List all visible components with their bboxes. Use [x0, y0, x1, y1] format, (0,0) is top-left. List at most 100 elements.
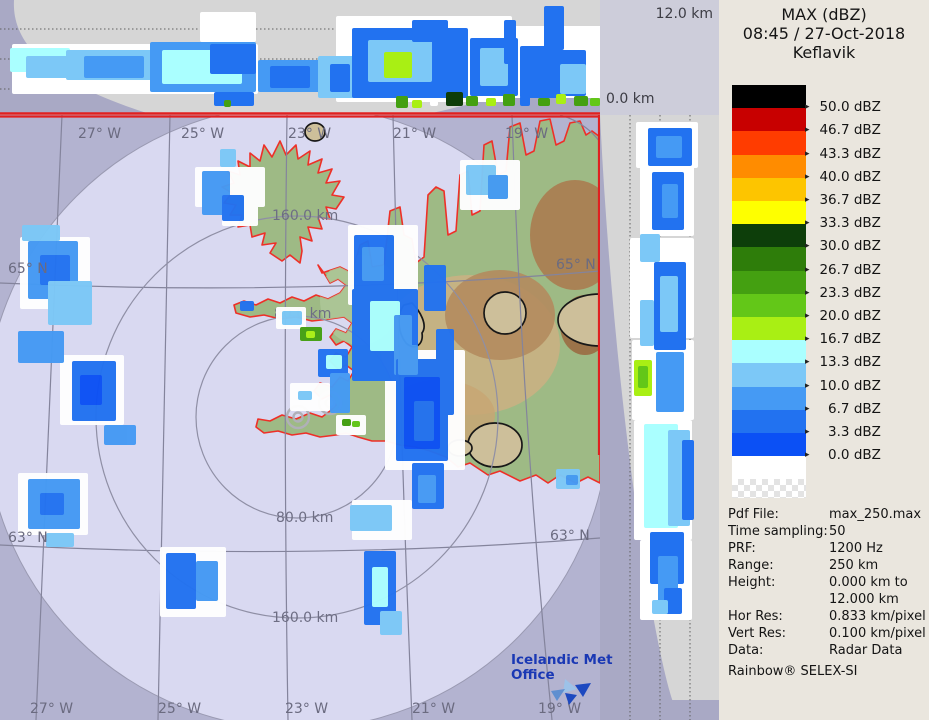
- longitude-label-top: 19° W: [505, 126, 549, 142]
- scale-arrow-icon: ▸: [805, 218, 810, 229]
- color-scale-block: [732, 131, 806, 155]
- icelandic-met-office-logo: Icelandic Met Office: [511, 652, 621, 705]
- product-header: MAX (dBZ) 08:45 / 27-Oct-2018 Keflavik: [719, 5, 929, 62]
- metadata-label: PRF:: [728, 541, 756, 556]
- scale-arrow-icon: ▸: [805, 102, 810, 113]
- corner-axis-box: 12.0 km 0.0 km: [600, 0, 719, 115]
- logo-pinwheel-icon: [551, 679, 591, 705]
- scale-arrow-icon: ▸: [805, 403, 810, 414]
- color-scale-label: ▸ 23.3 dBZ: [805, 284, 881, 301]
- latitude-label: 63° N: [550, 528, 590, 544]
- color-scale-block: [732, 270, 806, 294]
- metadata-row: PRF: 1200 Hz: [728, 540, 924, 557]
- scale-arrow-icon: ▸: [805, 125, 810, 136]
- right-cross-section-panel: [600, 115, 719, 720]
- longitude-label-top: 21° W: [393, 126, 437, 142]
- height-axis-max-label: 12.0 km: [655, 6, 713, 22]
- metadata-value: 12.000 km: [829, 592, 899, 607]
- color-scale-label: ▸ 20.0 dBZ: [805, 308, 881, 324]
- color-scale-label: ▸ 0.0 dBZ: [805, 447, 881, 464]
- metadata-value: max_250.max: [829, 507, 922, 522]
- latitude-label: 65° N: [556, 257, 596, 273]
- color-scale-label: ▸ 46.7 dBZ: [805, 122, 881, 139]
- color-scale-block: [732, 293, 806, 317]
- logo-text-line1: Icelandic Met: [511, 652, 613, 668]
- metadata-value: 1200 Hz: [829, 541, 883, 556]
- color-scale-label: ▸ 40.0 dBZ: [805, 168, 881, 185]
- map-radar-echoes: [18, 149, 580, 635]
- longitude-label-top: 23° W: [288, 126, 332, 142]
- product-station: Keflavik: [792, 43, 856, 62]
- scale-arrow-icon: ▸: [805, 427, 810, 437]
- scale-arrow-icon: ▸: [805, 287, 810, 298]
- metadata-value: 0.833 km/pixel: [829, 609, 926, 624]
- software-brand: Rainbow® SELEX-SI: [728, 664, 858, 679]
- product-title: MAX (dBZ): [781, 5, 867, 24]
- color-scale-block: [732, 340, 806, 364]
- logo-text-line2: Office: [511, 667, 555, 683]
- metadata-value: 0.000 km to: [829, 575, 908, 590]
- color-scale-block: [732, 224, 806, 248]
- svg-text:80.0 km: 80.0 km: [276, 510, 333, 526]
- color-scale-label: ▸ 6.7 dBZ: [805, 400, 881, 417]
- color-scale-label: ▸ 50.0 dBZ: [805, 99, 881, 116]
- product-metadata: Pdf File: max_250.max Time sampling: 50 PRF:…: [728, 506, 926, 680]
- metadata-label: Data:: [728, 643, 764, 658]
- metadata-row: Hor Res: 0.833 km/pixel: [728, 608, 926, 625]
- scale-arrow-icon: ▸: [805, 357, 810, 368]
- metadata-label: Range:: [728, 558, 774, 573]
- svg-text:160.0 km: 160.0 km: [272, 610, 338, 626]
- color-scale-block: [732, 108, 806, 132]
- metadata-label: Pdf File:: [728, 507, 779, 522]
- color-scale-block: [732, 201, 806, 225]
- latitude-label: 63° N: [8, 530, 48, 546]
- longitude-label-top: 25° W: [181, 126, 225, 142]
- color-scale-label: ▸ 16.7 dBZ: [805, 331, 881, 348]
- color-scale-block: [732, 317, 806, 341]
- transparency-checker: [732, 479, 806, 499]
- below-scale-white-block: [732, 456, 806, 480]
- metadata-row: Pdf File: max_250.max: [728, 506, 924, 523]
- metadata-row: Data: Radar Data: [728, 642, 924, 659]
- color-scale-block: [732, 363, 806, 387]
- color-scale-block: [732, 247, 806, 271]
- scale-arrow-icon: ▸: [805, 311, 810, 321]
- metadata-row: 12.000 km: [728, 591, 924, 608]
- longitude-label-bottom: 23° W: [285, 701, 329, 717]
- longitude-label-bottom: 27° W: [30, 701, 74, 717]
- metadata-value: 0.100 km/pixel: [829, 626, 926, 641]
- color-scale-label: ▸ 36.7 dBZ: [805, 192, 881, 208]
- scale-arrow-icon: ▸: [805, 241, 810, 252]
- metadata-value: 50: [829, 524, 846, 539]
- color-scale-label: ▸ 26.7 dBZ: [805, 261, 881, 278]
- legend-sidebar: MAX (dBZ) 08:45 / 27-Oct-2018 Keflavik ▸…: [719, 0, 929, 720]
- color-scale-label: ▸ 10.0 dBZ: [805, 377, 881, 394]
- metadata-label: Vert Res:: [728, 626, 787, 641]
- top-cross-section-panel: [0, 0, 600, 115]
- color-scale-block: [732, 85, 806, 109]
- metadata-row: Vert Res: 0.100 km/pixel: [728, 625, 926, 642]
- metadata-value: 250 km: [829, 558, 879, 573]
- metadata-label: Height:: [728, 575, 776, 590]
- scale-arrow-icon: ▸: [805, 148, 810, 159]
- color-scale-block: [732, 409, 806, 433]
- color-scale-label: ▸ 30.0 dBZ: [805, 238, 881, 255]
- product-datetime: 08:45 / 27-Oct-2018: [742, 24, 906, 43]
- color-scale-block: [732, 433, 806, 457]
- longitude-label-bottom: 25° W: [158, 701, 202, 717]
- color-scale-label: ▸ 3.3 dBZ: [805, 424, 881, 440]
- longitude-label-top: 27° W: [78, 126, 122, 142]
- scale-arrow-icon: ▸: [805, 450, 810, 461]
- metadata-row: Height: 0.000 km to: [728, 574, 924, 591]
- svg-text:160.0 km: 160.0 km: [272, 208, 338, 224]
- scale-arrow-icon: ▸: [805, 195, 810, 205]
- height-axis-min-label: 0.0 km: [606, 91, 655, 107]
- scale-arrow-icon: ▸: [805, 264, 810, 275]
- metadata-value: Radar Data: [829, 643, 903, 658]
- color-scale-block: [732, 154, 806, 178]
- top-panel-radar-echoes: [10, 6, 600, 108]
- right-panel-radar-echoes: [630, 122, 698, 620]
- longitude-label-bottom: 19° W: [538, 701, 582, 717]
